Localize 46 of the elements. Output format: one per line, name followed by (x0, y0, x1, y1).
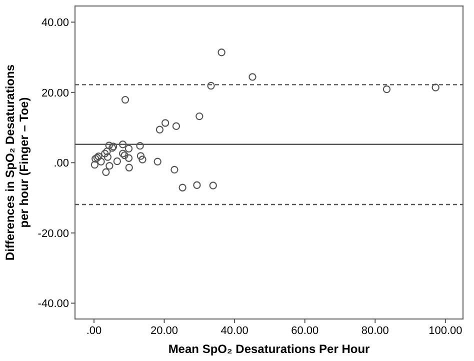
point (125, 164, 133, 172)
point (172, 122, 180, 130)
point (104, 153, 112, 161)
point (97, 158, 105, 166)
point (113, 157, 122, 166)
point (156, 126, 164, 134)
point (90, 160, 99, 169)
point (118, 150, 127, 158)
y-tick-label: -40.00 (38, 298, 69, 310)
point (218, 48, 226, 56)
x-tick-label: 20.00 (150, 325, 178, 337)
point (209, 182, 217, 190)
x-tick-label: 40.00 (220, 325, 248, 337)
x-axis-title: Mean SpO₂ Desaturations Per Hour (168, 342, 370, 356)
y-tick-label: .00 (54, 158, 69, 170)
point (103, 148, 111, 156)
point (154, 158, 162, 166)
point (136, 152, 145, 160)
point (101, 150, 109, 158)
point (102, 168, 110, 176)
point (170, 166, 178, 174)
point (121, 96, 130, 104)
point (248, 73, 256, 81)
y-tick-label: 20.00 (41, 87, 69, 100)
point (124, 144, 133, 152)
point (161, 119, 170, 127)
point (136, 142, 144, 150)
y-axis-title: Differences in SpO₂ Desaturations per hour (Finger – Toe) (3, 64, 31, 261)
point (105, 142, 113, 150)
x-tick-label: .00 (86, 325, 102, 337)
point (382, 85, 391, 94)
x-tick-label: 60.00 (291, 325, 319, 337)
x-tick-label: 80.00 (361, 325, 389, 337)
y-tick-label: 40.00 (41, 17, 69, 30)
point (106, 162, 114, 170)
point (432, 84, 440, 92)
y-tick-label: -20.00 (38, 228, 69, 240)
x-tick-label: 100.00 (428, 325, 462, 337)
point (124, 154, 133, 162)
point (138, 156, 146, 164)
point (118, 140, 127, 148)
point (196, 112, 204, 120)
point (178, 184, 186, 192)
point (120, 151, 128, 160)
point (207, 82, 215, 90)
point (193, 181, 201, 189)
